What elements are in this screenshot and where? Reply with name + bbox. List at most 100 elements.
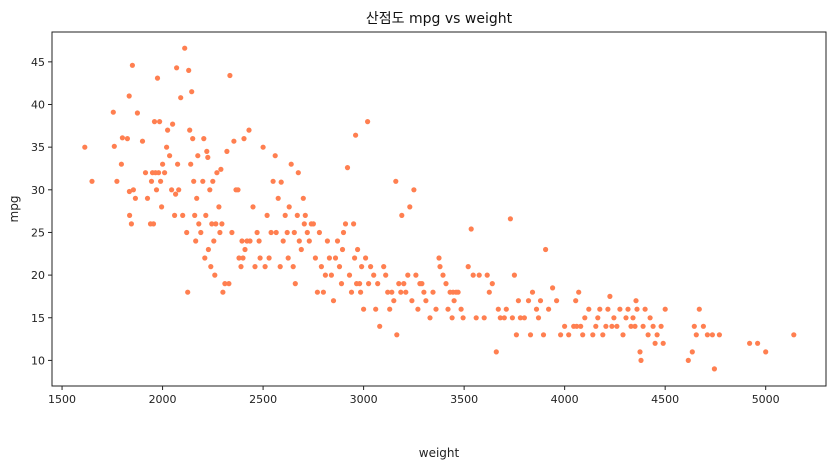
data-point bbox=[216, 204, 222, 210]
data-point bbox=[357, 281, 363, 287]
y-tick-label: 10 bbox=[31, 354, 45, 367]
data-point bbox=[511, 272, 517, 278]
data-point bbox=[132, 195, 138, 201]
data-point bbox=[460, 315, 466, 321]
data-point bbox=[445, 306, 451, 312]
data-point bbox=[468, 226, 474, 232]
data-point bbox=[242, 246, 248, 253]
data-point bbox=[700, 323, 707, 329]
data-point bbox=[352, 255, 358, 261]
data-point bbox=[222, 281, 228, 287]
data-point bbox=[207, 187, 213, 193]
data-point bbox=[165, 127, 171, 133]
data-point bbox=[375, 281, 381, 287]
data-point bbox=[294, 212, 300, 218]
data-point bbox=[159, 204, 165, 210]
plot-area bbox=[51, 31, 827, 387]
data-point bbox=[609, 323, 615, 329]
data-point bbox=[282, 212, 288, 218]
data-point bbox=[312, 255, 318, 261]
data-point bbox=[550, 285, 556, 291]
data-point bbox=[642, 306, 648, 312]
data-point bbox=[227, 72, 233, 79]
data-point bbox=[409, 298, 415, 304]
data-point bbox=[296, 238, 302, 244]
data-point bbox=[250, 204, 256, 210]
data-point bbox=[235, 187, 241, 193]
data-point bbox=[607, 293, 613, 299]
data-point bbox=[342, 221, 349, 227]
data-point bbox=[301, 221, 307, 227]
data-point bbox=[203, 212, 209, 218]
data-point bbox=[647, 315, 653, 321]
data-point bbox=[239, 238, 245, 244]
data-point bbox=[411, 187, 417, 193]
data-point bbox=[324, 238, 330, 244]
data-point bbox=[226, 281, 232, 287]
x-tick-label: 3000 bbox=[350, 393, 378, 406]
data-point bbox=[578, 323, 584, 329]
data-point bbox=[286, 204, 292, 210]
data-point bbox=[326, 255, 332, 261]
data-point bbox=[184, 229, 190, 236]
data-point bbox=[231, 138, 237, 144]
data-point bbox=[658, 323, 664, 329]
data-point bbox=[595, 315, 601, 321]
data-point bbox=[489, 281, 495, 287]
data-point bbox=[284, 229, 290, 236]
data-point bbox=[302, 212, 308, 218]
y-axis-label: mpg bbox=[7, 196, 21, 223]
data-point bbox=[200, 178, 206, 184]
data-point bbox=[413, 272, 419, 278]
data-point bbox=[127, 212, 133, 218]
data-point bbox=[383, 272, 389, 278]
y-tick-label: 45 bbox=[31, 56, 45, 69]
data-point bbox=[361, 306, 367, 312]
data-point bbox=[527, 332, 534, 338]
data-point bbox=[421, 289, 427, 295]
data-point bbox=[82, 144, 88, 150]
data-point bbox=[280, 238, 286, 244]
data-point bbox=[208, 264, 214, 270]
data-point bbox=[212, 272, 218, 278]
data-point bbox=[158, 178, 164, 184]
data-point bbox=[291, 229, 297, 236]
data-point bbox=[300, 195, 306, 201]
data-point bbox=[257, 255, 263, 261]
data-point bbox=[346, 272, 353, 278]
data-point bbox=[554, 298, 560, 304]
data-point bbox=[359, 264, 365, 270]
data-point bbox=[387, 306, 393, 312]
data-point bbox=[716, 332, 723, 338]
data-point bbox=[614, 323, 620, 329]
data-point bbox=[433, 306, 439, 312]
y-axis: 10 15 20 25 30 35 40 45 bbox=[31, 56, 52, 367]
y-tick-label: 25 bbox=[31, 226, 45, 239]
data-point bbox=[537, 298, 544, 304]
data-point bbox=[580, 332, 586, 338]
data-point bbox=[634, 306, 640, 312]
data-point bbox=[365, 119, 371, 125]
data-point bbox=[111, 143, 117, 149]
data-point bbox=[533, 306, 540, 312]
data-point bbox=[153, 187, 160, 193]
data-point bbox=[632, 323, 638, 329]
data-point bbox=[366, 281, 372, 287]
data-point bbox=[415, 306, 421, 312]
y-tick-label: 40 bbox=[31, 99, 45, 112]
data-point bbox=[229, 229, 235, 236]
data-point bbox=[273, 229, 279, 236]
data-point bbox=[685, 357, 691, 363]
data-point bbox=[407, 204, 413, 210]
data-point bbox=[419, 281, 425, 287]
data-point bbox=[119, 135, 125, 141]
data-point bbox=[268, 229, 274, 236]
data-point bbox=[260, 144, 266, 150]
data-point bbox=[586, 306, 592, 312]
data-point bbox=[236, 255, 242, 261]
data-point bbox=[186, 67, 192, 73]
data-point bbox=[190, 136, 196, 142]
data-point bbox=[188, 161, 194, 167]
data-point bbox=[443, 281, 449, 287]
data-point bbox=[543, 246, 549, 253]
